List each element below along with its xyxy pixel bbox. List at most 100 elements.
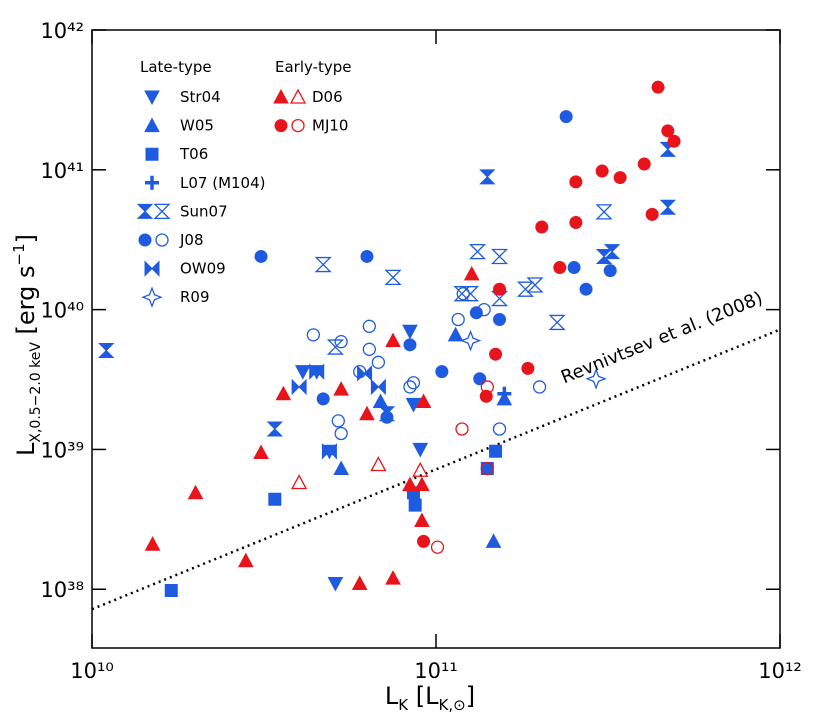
- data-point: [405, 397, 422, 413]
- data-point: [548, 314, 566, 331]
- legend-label: D06: [312, 88, 343, 106]
- data-point: [595, 164, 609, 178]
- y-axis-label: LX,0.5−2.0 keV [erg s−1]: [10, 234, 44, 456]
- data-point: [254, 249, 268, 263]
- legend-label: MJ10: [312, 117, 348, 135]
- x-label-main: L: [385, 682, 399, 710]
- x-label-rest-sub: K,⊙: [439, 696, 466, 714]
- data-point: [371, 355, 386, 369]
- data-point: [402, 324, 418, 340]
- x-label-rest: [L: [408, 682, 439, 710]
- legend-label: OW09: [180, 260, 226, 278]
- legend-marker: [291, 118, 305, 133]
- data-point: [98, 343, 115, 359]
- legend-marker: [145, 147, 159, 161]
- data-point: [430, 540, 445, 554]
- data-point: [321, 443, 337, 460]
- data-point: [334, 335, 348, 349]
- data-point: [469, 306, 483, 320]
- y-label-rest: [erg s: [12, 265, 40, 342]
- legend-title: Late-type: [140, 58, 212, 76]
- reference-line-label: Revnivtsev et al. (2008): [558, 288, 766, 389]
- x-label-sub: K: [398, 696, 409, 714]
- legend-marker: [144, 117, 160, 133]
- data-point: [667, 134, 681, 148]
- legend-marker: [141, 286, 163, 309]
- data-point: [294, 365, 311, 380]
- legend-label: T06: [179, 145, 208, 163]
- x-label-end: ]: [466, 682, 475, 710]
- x-axis-label: LK [LK,⊙]: [385, 682, 475, 714]
- data-point: [164, 583, 178, 597]
- data-point: [535, 220, 549, 234]
- data-point: [526, 277, 544, 293]
- data-point: [645, 207, 659, 221]
- data-point: [370, 378, 386, 396]
- legend-label: R09: [180, 288, 210, 306]
- y-label-main: L: [12, 442, 40, 456]
- data-point: [455, 422, 469, 436]
- data-point: [253, 444, 269, 460]
- data-point: [451, 312, 465, 327]
- data-point: [585, 367, 607, 390]
- data-point: [489, 347, 503, 361]
- data-point: [569, 175, 583, 189]
- data-point: [459, 329, 482, 352]
- data-point: [360, 249, 374, 263]
- data-point: [479, 169, 496, 185]
- data-point: [291, 474, 308, 490]
- data-point: [489, 444, 503, 458]
- data-point: [637, 157, 651, 171]
- data-point: [603, 244, 621, 260]
- legend-marker: [273, 88, 289, 104]
- data-point: [359, 405, 375, 421]
- data-point: [384, 269, 402, 286]
- data-point: [268, 492, 282, 506]
- data-point: [659, 199, 677, 215]
- data-point: [613, 171, 627, 185]
- data-point: [333, 381, 349, 396]
- data-point: [468, 243, 487, 260]
- data-point: [333, 460, 349, 476]
- legend-marker: [144, 260, 160, 277]
- data-point: [402, 476, 418, 492]
- data-point: [362, 319, 376, 333]
- data-point: [306, 328, 320, 342]
- legend-label: J08: [179, 231, 204, 249]
- data-point: [370, 456, 387, 472]
- y-tick-label: 10⁴¹: [40, 159, 84, 183]
- data-point: [362, 342, 376, 356]
- data-point: [485, 533, 502, 548]
- legend-marker: [145, 175, 159, 190]
- data-point: [351, 575, 368, 590]
- data-point: [412, 442, 429, 458]
- data-point: [187, 484, 204, 500]
- y-tick-label: 10⁴⁰: [40, 299, 84, 323]
- legend-marker: [153, 203, 171, 220]
- data-point: [406, 376, 421, 390]
- data-point: [603, 264, 617, 278]
- data-point: [417, 534, 431, 548]
- data-point: [314, 256, 332, 273]
- legend-marker: [136, 203, 154, 219]
- data-point: [326, 339, 344, 355]
- data-point: [567, 261, 581, 275]
- legend-label: Str04: [180, 88, 221, 106]
- data-point: [414, 512, 430, 528]
- data-point: [309, 363, 325, 380]
- data-point: [569, 215, 583, 229]
- legend-marker: [274, 119, 288, 133]
- data-point: [473, 372, 487, 386]
- legend-title: Early-type: [275, 58, 352, 76]
- x-tick-label: 10¹²: [758, 659, 802, 683]
- data-point: [651, 80, 665, 94]
- data-point: [403, 338, 417, 352]
- legend-marker: [144, 90, 160, 106]
- data-point: [412, 461, 429, 477]
- data-point: [144, 536, 161, 551]
- data-point: [493, 312, 507, 326]
- data-point: [463, 265, 480, 281]
- data-point: [275, 385, 292, 401]
- data-point: [385, 332, 401, 348]
